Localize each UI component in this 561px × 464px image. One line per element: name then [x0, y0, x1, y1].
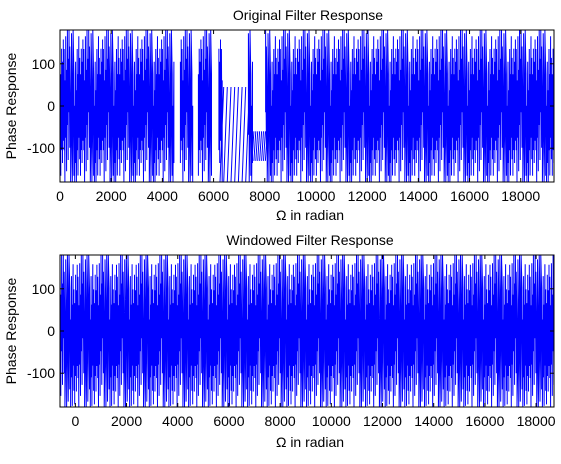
- y-tick-label: 100: [32, 56, 56, 72]
- x-tick-label: 14000: [414, 413, 453, 429]
- x-tick-label: 4000: [147, 188, 178, 204]
- y-axis-label: Phase Response: [3, 277, 19, 384]
- y-tick-label: -100: [27, 365, 55, 381]
- chart-title: Original Filter Response: [233, 7, 383, 23]
- x-tick-label: 16000: [450, 188, 489, 204]
- x-tick-label: 14000: [399, 188, 438, 204]
- y-tick-label: -100: [27, 140, 55, 156]
- x-tick-label: 0: [71, 413, 79, 429]
- phase-trace: [60, 255, 554, 407]
- plot-area: [60, 255, 554, 407]
- x-tick-label: 4000: [162, 413, 193, 429]
- x-tick-label: 18000: [517, 413, 556, 429]
- y-tick-label: 100: [32, 281, 56, 297]
- y-axis-label: Phase Response: [3, 52, 19, 159]
- x-tick-label: 8000: [249, 188, 280, 204]
- x-tick-label: 18000: [501, 188, 540, 204]
- y-tick-label: 0: [47, 98, 55, 114]
- x-tick-label: 10000: [296, 188, 335, 204]
- x-tick-label: 0: [56, 188, 64, 204]
- x-tick-label: 8000: [265, 413, 296, 429]
- x-tick-label: 12000: [348, 188, 387, 204]
- subplot-windowed: Windowed Filter Response 0 2000 4000 6000 80…: [3, 232, 556, 450]
- x-tick-label: 2000: [111, 413, 142, 429]
- phase-trace: [60, 30, 554, 182]
- x-tick-label: 6000: [198, 188, 229, 204]
- x-axis-label: Ω in radian: [276, 207, 344, 223]
- y-tick-label: 0: [47, 323, 55, 339]
- axis-ticks: 0 2000 4000 6000 8000 10000 12000 14000 16000 180…: [27, 30, 554, 204]
- plot-area: [60, 30, 554, 182]
- x-tick-label: 6000: [213, 413, 244, 429]
- x-tick-label: 16000: [465, 413, 504, 429]
- x-axis-label: Ω in radian: [276, 434, 344, 450]
- x-tick-label: 12000: [363, 413, 402, 429]
- x-tick-label: 2000: [96, 188, 127, 204]
- axis-ticks: 0 2000 4000 6000 8000 10000 12000 14000 16000 180…: [27, 255, 556, 429]
- x-tick-label: 10000: [312, 413, 351, 429]
- subplot-original: Original Filter Response 0 2000 4000 6000 80…: [3, 7, 555, 223]
- chart-title: Windowed Filter Response: [226, 232, 394, 248]
